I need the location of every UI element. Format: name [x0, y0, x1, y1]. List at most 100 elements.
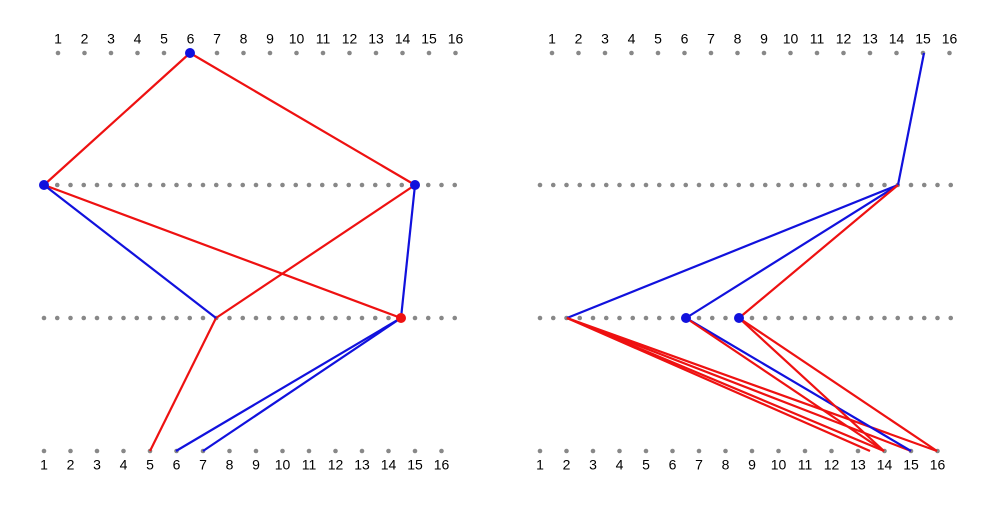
dot	[789, 315, 795, 321]
dot	[908, 315, 914, 321]
dot	[280, 182, 285, 188]
dot	[253, 448, 259, 454]
dot	[590, 315, 596, 321]
dot	[306, 448, 312, 454]
dot	[643, 448, 649, 454]
dot	[68, 315, 73, 321]
edge	[43, 183, 402, 320]
dot	[829, 182, 834, 188]
dot	[617, 448, 622, 454]
dot	[147, 182, 153, 188]
dot	[749, 182, 755, 188]
node	[39, 180, 49, 190]
dot	[735, 50, 740, 56]
dot	[425, 315, 431, 321]
top-label: 10	[783, 31, 799, 47]
top-label: 13	[368, 31, 384, 47]
dot	[947, 50, 952, 56]
dot	[386, 315, 391, 321]
dot	[683, 182, 689, 188]
top-label: 16	[942, 31, 958, 47]
top-label: 7	[213, 31, 221, 47]
dot	[629, 50, 634, 56]
dot	[333, 448, 338, 454]
dot	[617, 182, 622, 188]
top-label: 6	[187, 31, 195, 47]
dot	[762, 182, 768, 188]
dot	[386, 182, 391, 188]
dot	[617, 315, 622, 321]
dot	[550, 315, 556, 321]
dot	[776, 315, 781, 321]
dot	[147, 315, 153, 321]
dot	[94, 448, 100, 454]
dot	[696, 315, 702, 321]
dot	[749, 315, 755, 321]
edge	[149, 317, 217, 452]
dot	[134, 182, 140, 188]
node	[185, 48, 195, 58]
bottom-label: 8	[722, 457, 730, 473]
dot	[54, 182, 60, 188]
bottom-label: 6	[669, 457, 677, 473]
dot	[549, 50, 555, 56]
dot	[802, 315, 808, 321]
dot	[107, 182, 113, 188]
dot	[240, 315, 246, 321]
dot	[400, 50, 405, 56]
dot	[347, 50, 352, 56]
dot	[134, 315, 140, 321]
edge	[566, 316, 938, 453]
dot	[187, 182, 193, 188]
dot	[453, 50, 458, 56]
edge	[43, 184, 217, 319]
dot	[789, 182, 795, 188]
dot	[68, 448, 73, 454]
top-label: 5	[654, 31, 662, 47]
dot	[868, 315, 874, 321]
node	[681, 313, 691, 323]
dot	[280, 448, 285, 454]
dot	[948, 182, 954, 188]
bottom-label: 6	[173, 457, 181, 473]
top-label: 9	[266, 31, 274, 47]
dot	[788, 50, 793, 56]
top-label: 15	[421, 31, 437, 47]
dot	[708, 50, 714, 56]
dot	[855, 448, 861, 454]
dot	[333, 182, 338, 188]
bottom-label: 8	[226, 457, 234, 473]
dot	[670, 182, 675, 188]
dot	[537, 315, 543, 321]
dot	[921, 315, 927, 321]
dot	[908, 182, 914, 188]
dot	[187, 315, 193, 321]
top-label: 3	[107, 31, 115, 47]
dot	[121, 182, 126, 188]
dot	[776, 448, 781, 454]
dot	[709, 182, 715, 188]
dot	[537, 448, 543, 454]
dot	[55, 50, 61, 56]
dot	[829, 315, 834, 321]
bottom-label: 4	[120, 457, 128, 473]
dot	[682, 50, 687, 56]
bottom-label: 13	[354, 457, 370, 473]
dot	[736, 182, 742, 188]
dot	[294, 50, 299, 56]
dot	[372, 315, 378, 321]
dot	[135, 50, 140, 56]
dot	[802, 182, 808, 188]
dot	[200, 182, 206, 188]
top-label: 11	[316, 31, 331, 47]
dot	[94, 182, 100, 188]
dot	[266, 182, 272, 188]
dot	[174, 182, 179, 188]
edge	[566, 183, 899, 320]
top-label: 1	[54, 31, 62, 47]
dot	[576, 50, 581, 56]
dot	[320, 50, 326, 56]
dot	[655, 50, 661, 56]
edge	[685, 184, 899, 319]
node	[410, 180, 420, 190]
